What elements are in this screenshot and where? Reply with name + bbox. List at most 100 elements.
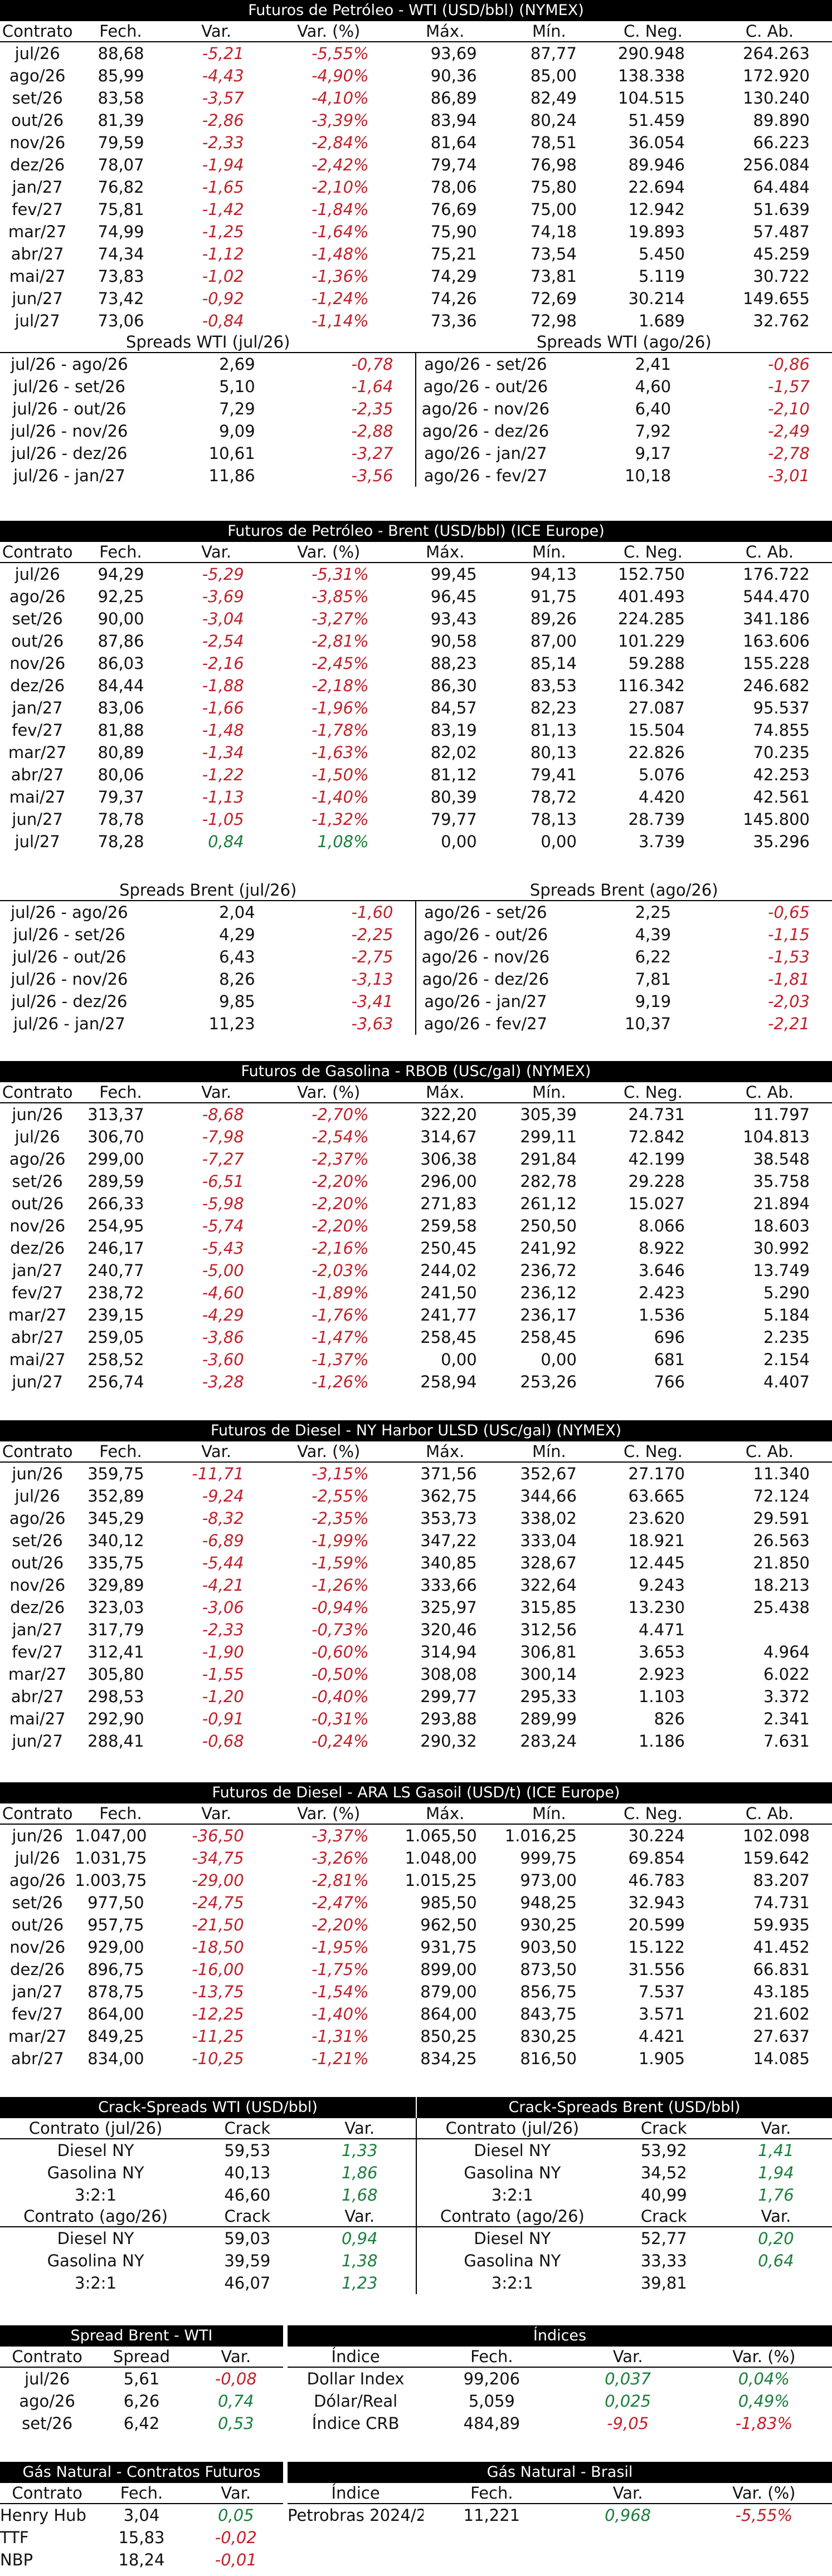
brent-low-cell: 87,00 xyxy=(530,632,577,651)
gasoil-table: Contrato Fech. Var. Var. (%) Máx. Mín. C. Neg.… xyxy=(0,1803,832,2070)
ulsd-low-cell: 315,85 xyxy=(520,1598,577,1617)
wti-col-header: Contrato xyxy=(0,21,75,42)
ulsd-contract-cell: fev/27 xyxy=(12,1643,64,1661)
brent-low-cell: 79,41 xyxy=(530,765,577,784)
ulsd-close-cell: 292,90 xyxy=(87,1709,144,1728)
brent-close-cell: 80,06 xyxy=(98,765,144,784)
wti-close-cell: 78,07 xyxy=(98,155,144,174)
wti-spread-row: jul/26 - out/26 7,29 -2,35 ago/26 - nov/26 6… xyxy=(0,398,832,420)
wti-change-pct-cell: -1,84% xyxy=(312,200,369,219)
wti-col-header: Var. xyxy=(166,21,266,42)
crack-brent-var-header: Var. xyxy=(719,2118,832,2139)
ulsd-change-cell: -2,33 xyxy=(202,1620,244,1639)
gasoil-low-cell: 973,00 xyxy=(520,1871,577,1890)
brent-close-cell: 86,03 xyxy=(98,654,144,673)
crack-change-cell: 1,33 xyxy=(341,2141,378,2160)
ulsd-row: jun/26 359,75 -11,71 -3,15% 371,56 352,67 27.1… xyxy=(0,1462,832,1485)
gasoil-col-header: Contrato xyxy=(0,1803,75,1825)
rbob-contract-cell: fev/27 xyxy=(12,1283,64,1302)
gasoil-high-cell: 962,50 xyxy=(420,1915,477,1934)
ulsd-change-cell: -4,21 xyxy=(202,1576,244,1595)
wti-col-header: Var. (%) xyxy=(266,21,391,42)
rbob-row: abr/27 259,05 -3,86 -1,47% 258,45 258,45 696 2.… xyxy=(0,1326,832,1348)
crack-row: Diesel NY 59,53 1,33 xyxy=(0,2139,416,2162)
crack-value-cell: 40,13 xyxy=(224,2163,271,2182)
brent-change-pct-cell: -1,96% xyxy=(312,698,369,717)
ulsd-change-pct-cell: -1,99% xyxy=(312,1531,369,1550)
gasoil-open-interest-cell: 66.831 xyxy=(753,1960,810,1979)
wti-high-cell: 75,21 xyxy=(430,245,477,263)
spread_bw-cell: -0,08 xyxy=(215,2369,257,2388)
brent-spread-value-cell: 10,37 xyxy=(625,1014,672,1033)
gasoil-volume-cell: 7.537 xyxy=(638,1982,685,2001)
wti-open-interest-cell: 264.263 xyxy=(743,44,810,63)
brent-open-interest-cell: 155.228 xyxy=(743,654,810,673)
ulsd-change-cell: -6,89 xyxy=(202,1531,244,1550)
ulsd-close-cell: 323,03 xyxy=(87,1598,144,1617)
wti-spread-value-cell: 7,29 xyxy=(219,399,255,418)
wti-low-cell: 73,54 xyxy=(530,245,577,263)
wti-row: nov/26 79,59 -2,33 -2,84% 81,64 78,51 36.054 66… xyxy=(0,131,832,154)
rbob-contract-cell: jun/27 xyxy=(12,1372,63,1391)
wti-volume-cell: 5.450 xyxy=(638,245,685,263)
ulsd-change-pct-cell: -0,31% xyxy=(312,1709,369,1728)
gasoil-row: ago/26 1.003,75 -29,00 -2,81% 1.015,25 973,00… xyxy=(0,1869,832,1891)
brent-spread-pair-cell: jul/26 - ago/26 xyxy=(11,903,128,922)
brent-close-cell: 83,06 xyxy=(98,698,144,717)
wti-open-interest-cell: 89.890 xyxy=(753,111,810,130)
crack-product-cell: 3:2:1 xyxy=(75,2186,117,2204)
brent-row: abr/27 80,06 -1,22 -1,50% 81,12 79,41 5.076 42.… xyxy=(0,764,832,786)
brent-spread-change-cell: -1,53 xyxy=(767,947,810,966)
ulsd-change-cell: -0,91 xyxy=(202,1709,244,1728)
ulsd-col-header: Contrato xyxy=(0,1441,75,1463)
gasoil-row: fev/27 864,00 -12,25 -1,40% 864,00 843,75 3.57… xyxy=(0,2003,832,2025)
brent-row: fev/27 81,88 -1,48 -1,78% 83,19 81,13 15.504 74… xyxy=(0,719,832,741)
crack-product-cell: Gasolina NY xyxy=(47,2163,144,2182)
ulsd-row: abr/27 298,53 -1,20 -0,40% 299,77 295,33 1.103… xyxy=(0,1685,832,1708)
brent-low-cell: 91,75 xyxy=(530,587,577,606)
ulsd-close-cell: 352,89 xyxy=(87,1487,144,1505)
wti-change-pct-cell: -1,36% xyxy=(312,267,369,286)
ulsd-change-pct-cell: -0,50% xyxy=(312,1665,369,1684)
ulsd-change-cell: -1,90 xyxy=(202,1643,244,1661)
brent-spread-pair-cell: jul/26 - nov/26 xyxy=(11,970,128,989)
wti-change-pct-cell: -2,84% xyxy=(312,133,369,152)
ulsd-volume-cell: 18.921 xyxy=(628,1531,685,1550)
ulsd-low-cell: 328,67 xyxy=(520,1553,577,1572)
gasoil-change-pct-cell: -1,54% xyxy=(312,1982,369,2001)
ulsd-row: jan/27 317,79 -2,33 -0,73% 320,46 312,56 4.471 xyxy=(0,1619,832,1641)
crack-change-cell: 0,94 xyxy=(341,2229,378,2248)
ulsd-open-interest-cell: 6.022 xyxy=(763,1665,810,1684)
gasoil-change-cell: -34,75 xyxy=(192,1849,244,1868)
rbob-low-cell: 236,72 xyxy=(520,1261,577,1280)
wti-close-cell: 74,99 xyxy=(98,222,144,241)
brent-open-interest-cell: 74.855 xyxy=(753,721,810,740)
gasoil-change-pct-cell: -1,21% xyxy=(312,2049,369,2068)
spread_bw-cell: ago/26 xyxy=(19,2392,75,2411)
brent-change-cell: -2,54 xyxy=(202,632,244,651)
rbob-row: jan/27 240,77 -5,00 -2,03% 244,02 236,72 3.646… xyxy=(0,1259,832,1282)
gasoil-close-cell: 1.003,75 xyxy=(75,1871,147,1890)
brent-contract-cell: fev/27 xyxy=(12,721,64,740)
brent-change-cell: -1,34 xyxy=(202,743,244,762)
brent-volume-cell: 101.229 xyxy=(618,632,685,651)
brent-high-cell: 99,45 xyxy=(430,565,477,584)
wti-low-cell: 75,80 xyxy=(530,178,577,197)
rbob-close-cell: 258,52 xyxy=(87,1350,144,1369)
rbob-low-cell: 250,50 xyxy=(520,1216,577,1235)
gasoil-high-cell: 864,00 xyxy=(420,2005,477,2023)
gasoil-change-pct-cell: -1,95% xyxy=(312,1938,369,1957)
wti-volume-cell: 19.893 xyxy=(628,222,685,241)
crack-change-cell: 0,20 xyxy=(758,2229,794,2248)
crack-change-cell xyxy=(720,2272,832,2294)
ulsd-contract-cell: jan/27 xyxy=(12,1620,63,1639)
brent-contract-cell: jul/27 xyxy=(14,832,60,851)
gasoil-row: mar/27 849,25 -11,25 -1,31% 850,25 830,25 4.42… xyxy=(0,2025,832,2047)
gas_brasil-col-header: Índice xyxy=(288,2483,424,2504)
ulsd-row: dez/26 323,03 -3,06 -0,94% 325,97 315,85 13.23… xyxy=(0,1596,832,1619)
rbob-low-cell: 261,12 xyxy=(520,1194,577,1213)
rbob-close-cell: 246,17 xyxy=(87,1239,144,1258)
wti-spread-pair-cell: ago/26 - jan/27 xyxy=(415,442,555,465)
rbob-high-cell: 244,02 xyxy=(420,1261,477,1280)
rbob-table: Contrato Fech. Var. Var. (%) Máx. Mín. C. Neg.… xyxy=(0,1082,832,1393)
